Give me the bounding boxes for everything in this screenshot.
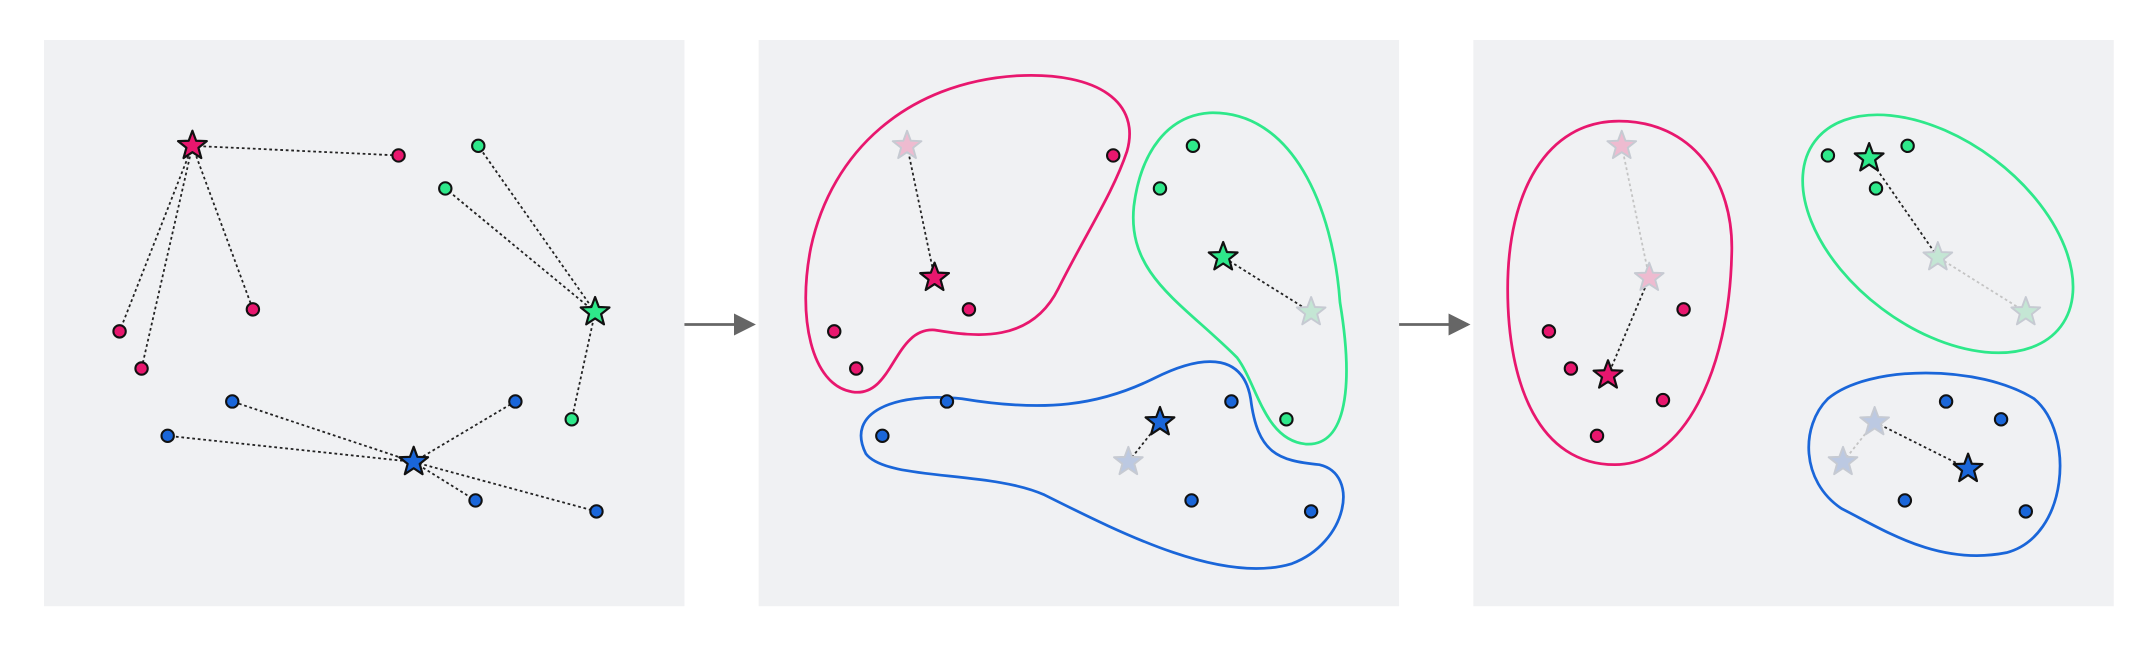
- panel-2-points: [827, 129, 1327, 519]
- point: [1224, 394, 1239, 409]
- cluster-boundary: [1807, 371, 2062, 557]
- cluster-boundary: [1131, 111, 1348, 446]
- point: [1106, 148, 1121, 163]
- panel-1-links: [118, 144, 597, 513]
- point: [1303, 504, 1319, 519]
- point: [1152, 181, 1168, 196]
- point: [1868, 181, 1884, 196]
- point: [1897, 493, 1913, 508]
- link: [118, 145, 194, 332]
- panel: [1473, 40, 2114, 607]
- point: [134, 361, 149, 376]
- point: [1185, 138, 1201, 154]
- point: [1184, 493, 1199, 508]
- cluster-boundary: [859, 360, 1345, 570]
- cluster-boundary: [804, 74, 1131, 394]
- point: [391, 148, 406, 163]
- point: [471, 138, 486, 154]
- point: [1938, 394, 1954, 409]
- point: [245, 302, 261, 317]
- point: [827, 324, 842, 339]
- panel-1-points: [112, 129, 611, 519]
- centroid-move: [1620, 145, 1651, 278]
- link: [231, 400, 414, 463]
- cluster-boundary: [1506, 119, 1734, 467]
- point: [160, 428, 175, 444]
- centroid-move: [1874, 421, 1969, 470]
- panel-2-clusters: [804, 74, 1348, 570]
- panel: [43, 40, 685, 607]
- point: [1993, 412, 2009, 427]
- point: [1676, 302, 1691, 317]
- point: [849, 361, 864, 376]
- link: [192, 144, 399, 157]
- point: [225, 394, 240, 409]
- point: [112, 324, 127, 339]
- point: [1900, 138, 1915, 154]
- point: [468, 493, 483, 508]
- link: [570, 311, 596, 420]
- point: [1541, 324, 1557, 339]
- panel-3-points: [1541, 129, 2042, 519]
- link: [477, 145, 596, 313]
- centroid-move: [1607, 277, 1651, 376]
- point: [961, 302, 977, 317]
- centroid-move: [1868, 157, 1939, 258]
- centroid-move: [1937, 256, 2027, 313]
- point: [875, 428, 890, 444]
- centroid-move: [1222, 256, 1312, 313]
- point: [2018, 504, 2034, 519]
- point: [1820, 148, 1836, 163]
- link: [413, 461, 597, 513]
- link: [444, 187, 596, 313]
- point: [589, 504, 604, 519]
- point: [939, 394, 955, 409]
- point: [508, 394, 523, 409]
- centroid-move: [906, 145, 936, 278]
- point: [1589, 428, 1605, 444]
- cluster-boundary: [1801, 113, 2075, 355]
- panel-3-clusters: [1506, 113, 2075, 557]
- point: [438, 181, 453, 196]
- point: [1655, 392, 1671, 408]
- point: [1279, 412, 1294, 427]
- point: [564, 412, 579, 427]
- point: [1563, 361, 1579, 376]
- link: [413, 461, 477, 502]
- link: [191, 145, 254, 310]
